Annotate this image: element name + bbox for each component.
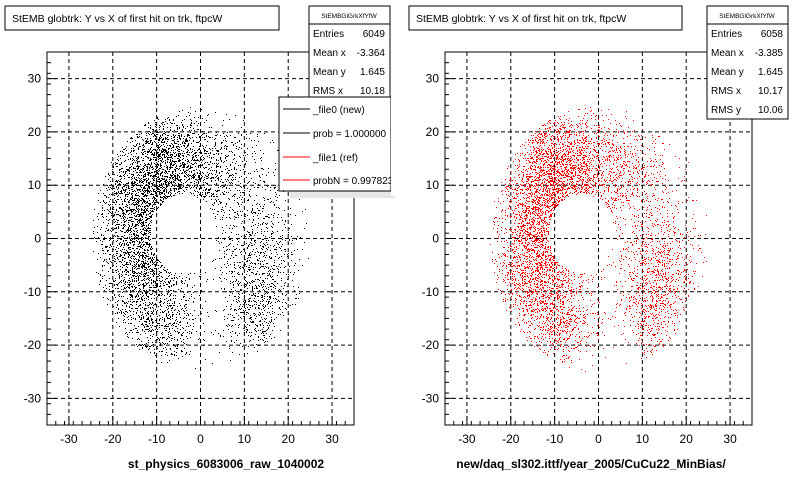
right-stats-value: 10.17 xyxy=(758,86,783,97)
left-stats-value: -3.364 xyxy=(357,48,386,59)
left-title-box: StEMB globtrk: Y vs X of first hit on tr… xyxy=(4,5,280,31)
right-stats-label: RMS x xyxy=(711,86,741,97)
right-panel: -30 -20 -10 0 10 20 30 -30 -20 -10 0 10 20 30 StEMB g… xyxy=(408,5,789,471)
x-tick-label: -30 xyxy=(458,432,476,446)
right-stats-value: -3.385 xyxy=(755,48,784,59)
right-title: StEMB globtrk: Y vs X of first hit on tr… xyxy=(416,13,626,25)
y-tick-label: 30 xyxy=(28,72,42,86)
left-axes: -30 -20 -10 0 10 20 30 -30 -20 -10 0 10 20 30 xyxy=(24,51,355,446)
right-stats-label: Entries xyxy=(711,29,742,40)
left-x-axis-label: st_physics_6083006_raw_1040002 xyxy=(128,457,324,471)
scatter-points xyxy=(527,258,689,363)
y-tick-label: -30 xyxy=(422,391,440,405)
right-stats-label: RMS y xyxy=(711,105,741,116)
x-tick-label: -10 xyxy=(148,432,166,446)
left-stats-value: 1.645 xyxy=(360,67,385,78)
y-tick-label: -30 xyxy=(24,391,42,405)
legend-label-file1: _file1 (ref) xyxy=(312,153,358,164)
x-tick-label: 0 xyxy=(197,432,204,446)
y-tick-label: -10 xyxy=(422,285,440,299)
scatter-points xyxy=(199,151,309,361)
x-tick-label: 0 xyxy=(595,432,602,446)
left-stats-label: Mean x xyxy=(313,48,346,59)
left-stats-label: Mean y xyxy=(313,67,346,78)
y-tick-label: 0 xyxy=(34,232,41,246)
x-tick-label: 10 xyxy=(636,432,650,446)
y-tick-label: -10 xyxy=(24,285,42,299)
scatter-points xyxy=(501,120,689,318)
y-tick-label: 20 xyxy=(426,125,440,139)
scatter-points xyxy=(492,168,608,360)
x-tick-label: 20 xyxy=(680,432,694,446)
left-stats-label: Entries xyxy=(313,29,344,40)
x-tick-label: -20 xyxy=(104,432,122,446)
left-panel: -30 -20 -10 0 10 20 30 -30 -20 -10 0 10 20 30 StEMB g… xyxy=(4,5,403,471)
y-tick-label: 20 xyxy=(28,125,42,139)
y-tick-label: -20 xyxy=(24,338,42,352)
x-tick-label: -30 xyxy=(60,432,78,446)
left-stats-label: RMS x xyxy=(313,86,343,97)
scatter-points xyxy=(490,120,566,343)
right-stats-box: StEMBGlGrkXfYfW Entries 6058 Mean x -3.3… xyxy=(706,5,789,120)
x-tick-label: 30 xyxy=(723,432,737,446)
left-stats-name: StEMBGlGrkXfYfW xyxy=(321,13,377,20)
legend-box: _file0 (new) prob = 1.000000 _file1 (ref… xyxy=(278,96,403,198)
y-tick-label: 10 xyxy=(426,178,440,192)
right-title-box: StEMB globtrk: Y vs X of first hit on tr… xyxy=(408,5,683,31)
left-data-points xyxy=(91,107,309,369)
right-stats-name: StEMBGlGrkXfYfW xyxy=(719,13,775,20)
right-axes: -30 -20 -10 0 10 20 30 -30 -20 -10 0 10 20 30 xyxy=(422,51,753,446)
right-grid xyxy=(445,52,752,425)
right-stats-value: 10.06 xyxy=(758,105,783,116)
right-stats-value: 6058 xyxy=(761,29,784,40)
scatter-points xyxy=(94,110,248,225)
left-stats-value: 6049 xyxy=(363,29,386,40)
legend-label-probN: probN = 0.997823 xyxy=(313,176,394,187)
y-tick-label: -20 xyxy=(422,338,440,352)
y-tick-label: 10 xyxy=(28,178,42,192)
right-stats-value: 1.645 xyxy=(758,67,783,78)
right-stats-label: Mean x xyxy=(711,48,744,59)
x-tick-label: -20 xyxy=(502,432,520,446)
right-x-axis-label: new/daq_sl302.ittf/year_2005/CuCu22_MinB… xyxy=(456,457,726,471)
y-tick-label: 30 xyxy=(426,72,440,86)
x-tick-label: 30 xyxy=(325,432,339,446)
legend-label-file0: _file0 (new) xyxy=(312,105,365,116)
x-tick-label: 20 xyxy=(282,432,296,446)
left-stats-box: StEMBGlGrkXfYfW Entries 6049 Mean x -3.3… xyxy=(308,5,391,102)
y-tick-label: 0 xyxy=(432,232,439,246)
scatter-points xyxy=(507,107,700,349)
x-tick-label: 10 xyxy=(238,432,252,446)
left-stats-value: 10.18 xyxy=(360,86,385,97)
left-title: StEMB globtrk: Y vs X of first hit on tr… xyxy=(12,13,222,25)
x-tick-label: -10 xyxy=(546,432,564,446)
right-stats-label: Mean y xyxy=(711,67,744,78)
legend-label-prob: prob = 1.000000 xyxy=(313,129,387,140)
right-data-points xyxy=(490,107,707,372)
